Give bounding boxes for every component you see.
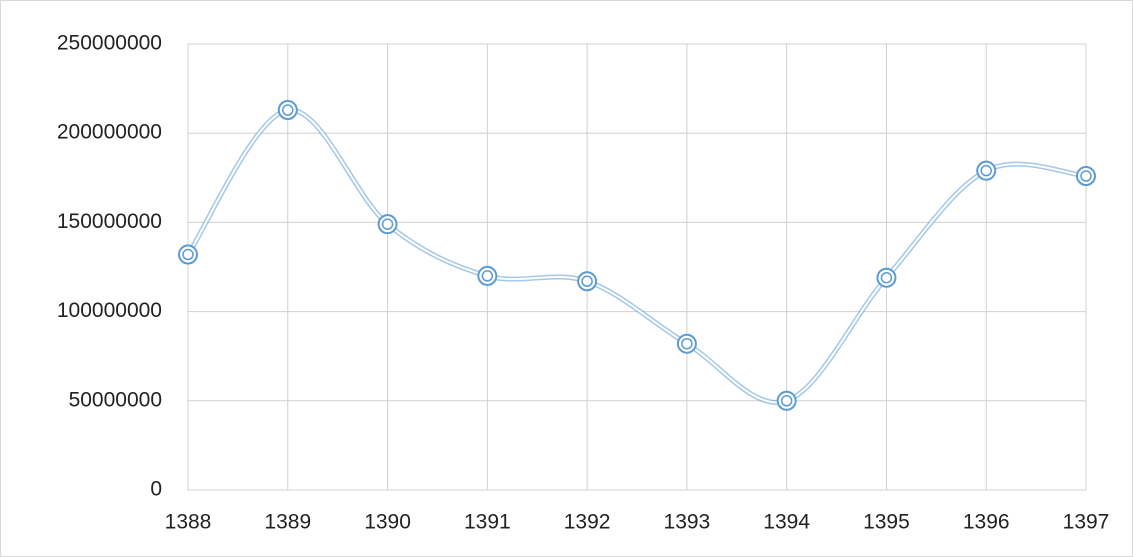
point-marker-inner [782,396,792,406]
x-tick-label: 1391 [464,511,511,534]
x-tick-label: 1389 [264,511,311,534]
x-tick-label: 1388 [165,511,212,534]
point-marker-inner [482,271,492,281]
y-tick-label: 50000000 [69,388,162,411]
x-tick-label: 1392 [564,511,611,534]
point-marker-inner [582,276,592,286]
point-marker-inner [881,273,891,283]
point-marker-inner [1081,171,1091,181]
point-marker-inner [183,250,193,260]
y-tick-label: 100000000 [57,299,162,322]
x-tick-label: 1396 [963,511,1010,534]
point-marker-inner [383,219,393,229]
y-tick-label: 200000000 [57,121,162,144]
y-tick-label: 250000000 [57,32,162,55]
point-marker-inner [283,105,293,115]
y-tick-label: 150000000 [57,210,162,233]
chart: 0 50000000 100000000 150000000 200000000 2500… [0,0,1133,557]
x-tick-label: 1390 [364,511,411,534]
x-tick-label: 1394 [763,511,810,534]
point-marker-inner [981,166,991,176]
y-tick-label: 0 [150,478,162,501]
point-marker-inner [682,339,692,349]
x-tick-label: 1393 [664,511,711,534]
x-tick-label: 1397 [1063,511,1110,534]
x-tick-label: 1395 [863,511,910,534]
